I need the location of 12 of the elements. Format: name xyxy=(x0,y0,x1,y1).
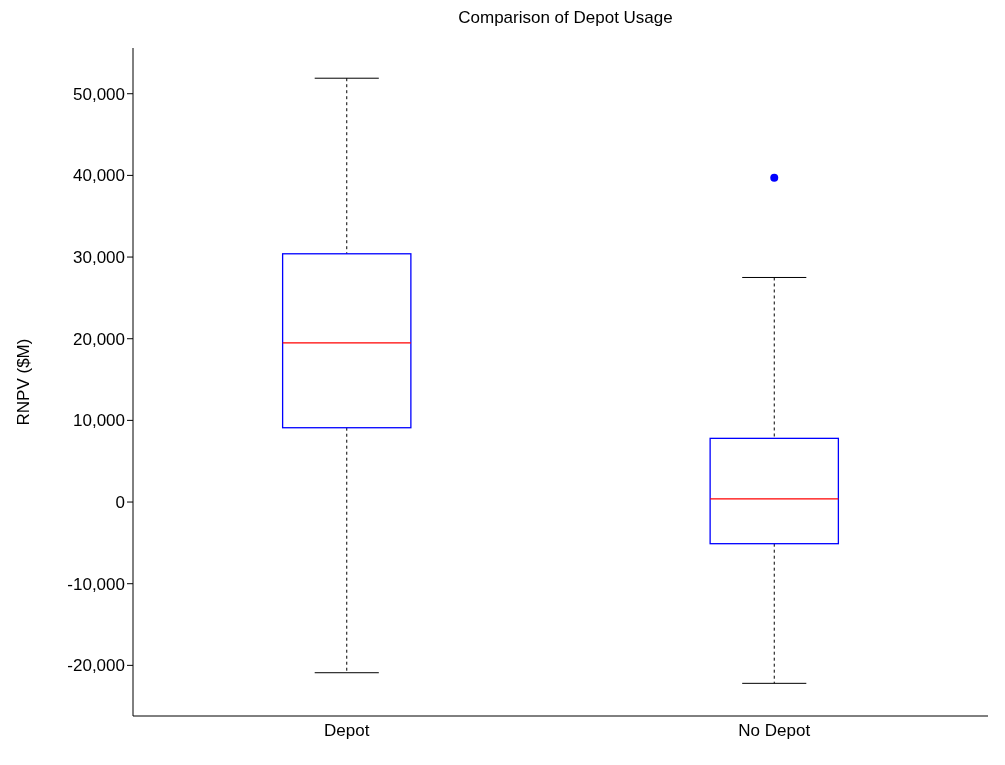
y-tick-label: 50,000 xyxy=(73,84,125,104)
y-tick-label: 30,000 xyxy=(73,248,125,268)
y-axis-title: RNPV ($M) xyxy=(14,338,34,426)
y-tick-label: -10,000 xyxy=(67,574,125,594)
y-tick-label: -20,000 xyxy=(67,656,125,676)
x-tick-label: Depot xyxy=(324,721,370,741)
y-tick-label: 10,000 xyxy=(73,411,125,431)
y-tick-label: 0 xyxy=(115,493,125,513)
y-tick-label: 20,000 xyxy=(73,329,125,349)
chart-title: Comparison of Depot Usage xyxy=(457,8,674,29)
y-tick-label: 40,000 xyxy=(73,166,125,186)
x-tick-label: No Depot xyxy=(738,721,811,741)
